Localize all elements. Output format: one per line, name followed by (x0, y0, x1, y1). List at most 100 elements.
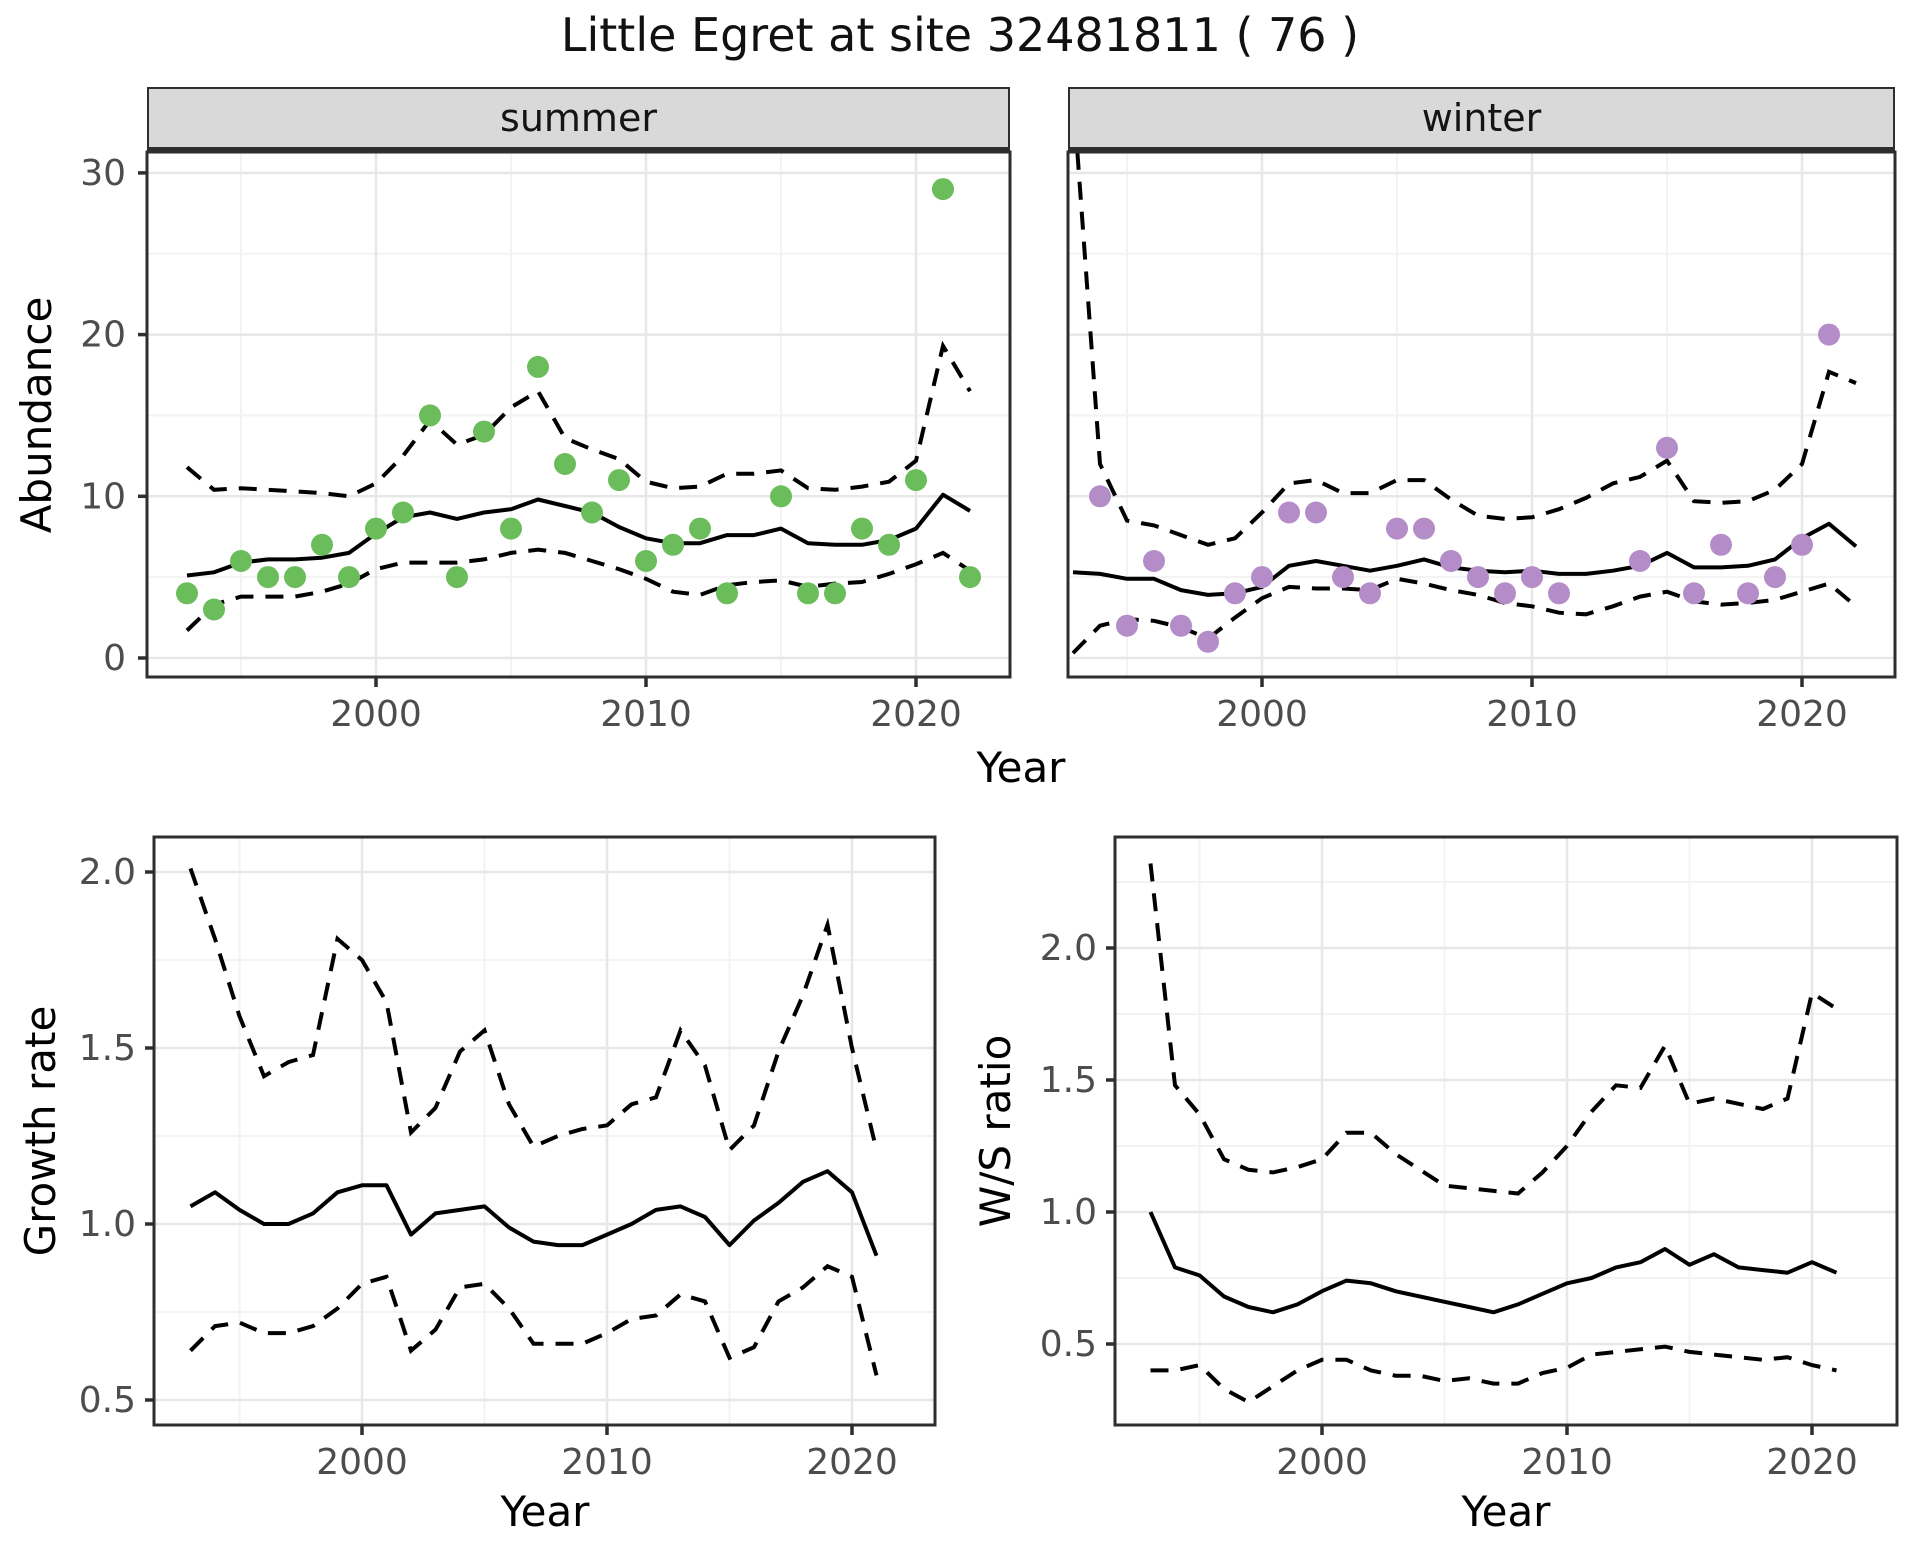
mean-line (1148, 1211, 1838, 1315)
panel-border (152, 835, 937, 1427)
ci-line-lower95 (1071, 576, 1858, 655)
data-point (635, 550, 657, 572)
y-tick-label: 0.5 (79, 1380, 136, 1421)
grid-major (1115, 837, 1897, 1425)
panel-growth-rate: 2000 2010 2020 0.5 1.0 1.5 2.0 (79, 835, 937, 1483)
data-point (662, 533, 684, 556)
x-axis-abundance-winter: 2000 2010 2020 (1216, 677, 1848, 735)
panel-ws-ratio: 2000 2010 2020 0.5 1.0 1.5 2.0 (1040, 835, 1899, 1483)
mean-line (186, 492, 972, 578)
y-axis-ws-ratio: 0.5 1.0 1.5 2.0 (1040, 928, 1115, 1365)
data-point (365, 517, 387, 540)
data-point (257, 566, 279, 589)
data-point (932, 178, 954, 201)
x-axis-ws-ratio: 2000 2010 2020 (1276, 1425, 1858, 1483)
y-tick-label: 10 (80, 476, 126, 517)
data-point (1467, 566, 1489, 589)
x-axis-title-bottom-right: Year (1461, 1486, 1551, 1536)
data-point (1656, 436, 1678, 459)
y-tick-label: 1.5 (79, 1028, 136, 1069)
data-point (1359, 582, 1381, 605)
panel-abundance-summer: 2000 2010 2020 0 10 20 30 (80, 150, 1012, 735)
x-tick-label: 2000 (330, 694, 422, 735)
ci-line-lower95 (189, 1263, 879, 1376)
data-point (608, 469, 630, 492)
x-tick-label: 2010 (1521, 1442, 1613, 1483)
data-point (1386, 517, 1408, 540)
data-point (1251, 566, 1273, 589)
series-ws-ratio (1148, 863, 1838, 1405)
data-point (1548, 582, 1570, 605)
data-point (1116, 614, 1138, 637)
data-point (1413, 517, 1435, 540)
y-tick-label: 20 (80, 315, 126, 356)
chart-title: Little Egret at site 32481811 ( 76 ) (560, 8, 1360, 62)
data-point (176, 582, 198, 605)
y-tick-label: 0.5 (1040, 1324, 1097, 1365)
y-tick-label: 30 (80, 153, 126, 194)
ci-line-lower95 (185, 547, 972, 632)
grid-minor (1115, 837, 1897, 1425)
data-point (1440, 550, 1462, 572)
y-axis-title-growth-rate: Growth rate (15, 1005, 65, 1257)
data-point (392, 501, 414, 524)
data-point (1278, 501, 1300, 524)
x-tick-label: 2000 (1216, 694, 1308, 735)
y-tick-label: 1.0 (79, 1204, 136, 1245)
grid-minor (147, 152, 1010, 677)
facet-strip-summer: summer (147, 87, 1010, 152)
data-point (419, 404, 441, 427)
grid-major (154, 837, 935, 1425)
facet-strip-winter: winter (1068, 87, 1895, 152)
data-point (311, 533, 333, 556)
mean-line (189, 1169, 879, 1257)
x-axis-title-bottom-left: Year (500, 1486, 590, 1536)
x-tick-label: 2000 (1276, 1442, 1368, 1483)
x-axis-abundance-summer: 2000 2010 2020 (330, 677, 962, 735)
data-point (878, 533, 900, 556)
data-point (338, 566, 360, 589)
data-point (1791, 533, 1813, 556)
data-point (1332, 566, 1354, 589)
x-axis-title-top: Year (976, 742, 1066, 792)
data-point (1224, 582, 1246, 605)
data-point (203, 598, 225, 621)
data-point (446, 566, 468, 589)
data-point (1710, 533, 1732, 556)
data-point (1170, 614, 1192, 637)
x-axis-growth-rate: 2000 2010 2020 (316, 1425, 898, 1483)
ci-line-upper95 (188, 867, 879, 1154)
x-tick-label: 2010 (1486, 694, 1578, 735)
x-tick-label: 2000 (316, 1442, 408, 1483)
data-point (770, 485, 792, 508)
y-axis-title-ws-ratio: W/S ratio (970, 1034, 1020, 1228)
grid-major (147, 152, 1010, 677)
data-point (1494, 582, 1516, 605)
data-point (797, 582, 819, 605)
data-point (851, 517, 873, 540)
y-tick-label: 1.0 (1040, 1192, 1097, 1233)
y-axis-growth-rate: 0.5 1.0 1.5 2.0 (79, 852, 154, 1421)
series-abundance-summer (176, 178, 981, 632)
data-point (500, 517, 522, 540)
data-point (905, 469, 927, 492)
data-point (1683, 582, 1705, 605)
ci-line-upper95 (1075, 152, 1857, 547)
y-tick-label: 2.0 (79, 852, 136, 893)
data-point (1521, 566, 1543, 589)
x-tick-label: 2020 (806, 1442, 898, 1483)
data-point (1197, 630, 1219, 653)
panel-border (1066, 150, 1897, 679)
grid-minor (154, 837, 935, 1425)
data-point (959, 566, 981, 589)
grid-minor (1068, 152, 1895, 677)
data-point (1143, 550, 1165, 572)
x-tick-label: 2010 (600, 694, 692, 735)
data-point (581, 501, 603, 524)
facet-strip-summer-label: summer (500, 96, 657, 140)
ci-line-upper95 (185, 340, 972, 499)
x-tick-label: 2020 (1766, 1442, 1858, 1483)
y-axis-title-abundance: Abundance (11, 296, 61, 534)
panel-border (1113, 835, 1899, 1427)
